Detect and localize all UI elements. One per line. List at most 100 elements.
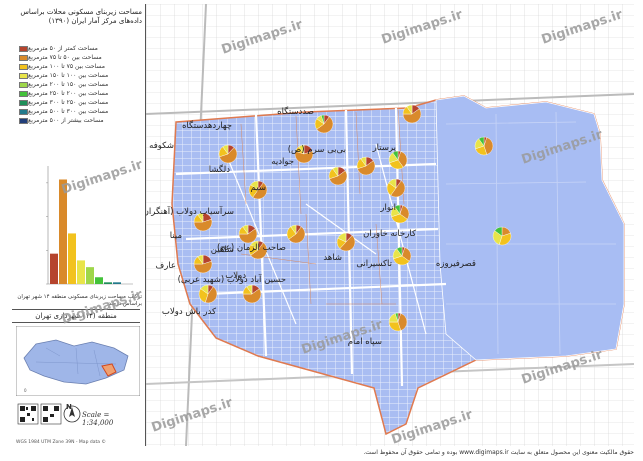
pie-slice	[360, 156, 367, 167]
inset-map: 0	[16, 326, 140, 396]
neighborhood-pie	[193, 254, 213, 274]
neighborhood-label: سیم	[251, 183, 266, 193]
label-layer: صددستگاه چهاردهدستگاه شکوفه دلگشا جوادیه بی‌ب…	[146, 106, 476, 347]
neighborhood-label: مینا	[170, 231, 182, 241]
neighborhood-pie	[386, 178, 406, 198]
neighborhood-label: سپاه امام	[348, 337, 382, 347]
legend-swatch	[19, 45, 28, 52]
pie-slice	[320, 114, 325, 125]
neighborhood-pie	[328, 166, 348, 186]
legend-item: مساحت بین ۲۰۰ تا ۲۵۰ مترمربع	[16, 89, 142, 98]
neighborhood-label: جوادیه	[271, 157, 294, 167]
legend-item: مساحت کمتر از ۵۰ مترمربع	[16, 44, 142, 53]
histogram-caption: ترکیب مساحت زیربنای مسکونی منطقه ۱۴ شهر …	[17, 294, 142, 307]
neighborhood-pie	[390, 204, 410, 224]
neighborhood-pie	[248, 180, 268, 200]
pie-slice	[478, 136, 485, 147]
pie-slice	[200, 284, 209, 295]
pie-slice	[298, 144, 305, 155]
neighborhood-pie	[388, 150, 408, 170]
legend-label: مساحت بین ۵۰ تا ۷۵ مترمربع	[28, 54, 102, 61]
legend-item: مساحت بین ۳۰۰ تا ۵۰۰ مترمربع	[16, 107, 142, 116]
legend-swatch	[19, 72, 28, 79]
legend-swatch	[19, 99, 28, 106]
pie-slice	[402, 108, 422, 124]
legend-swatch	[19, 117, 28, 124]
pie-slice	[392, 150, 399, 161]
pie-slice	[337, 232, 347, 243]
legend-label: مساحت کمتر از ۵۰ مترمربع	[28, 45, 98, 52]
neighborhood-label: شاهد	[323, 253, 342, 263]
pie-slice	[494, 226, 503, 237]
pie-slice	[242, 224, 249, 235]
pie-slice	[197, 212, 204, 223]
neighborhood-label: پرستار	[372, 143, 397, 153]
pie-slice	[394, 204, 401, 215]
neighborhood-pie	[193, 212, 213, 232]
pie-slice	[396, 246, 403, 257]
legend-label: مساحت بین ۱۰۰ تا ۱۵۰ مترمربع	[28, 72, 109, 79]
pie-slice	[316, 116, 334, 134]
neighborhood-pie	[492, 226, 512, 246]
neighborhood-pie	[238, 224, 258, 244]
histogram-bar	[68, 233, 76, 284]
pie-slice	[288, 226, 306, 244]
histogram-bar	[50, 253, 58, 284]
legend-label: مساحت بین ۳۰۰ تا ۵۰۰ مترمربع	[28, 108, 109, 115]
neighborhood-label: حسین آباد دولاب (شهید عربی)	[178, 273, 286, 285]
legend-swatch	[19, 81, 28, 88]
legend-label: مساحت بین ۲۰۰ تا ۲۵۰ مترمربع	[28, 90, 109, 97]
legend-item: مساحت بین ۱۵۰ تا ۲۰۰ مترمربع	[16, 80, 142, 89]
legend-item: مساحت بین ۵۰ تا ۷۵ مترمربع	[16, 53, 142, 62]
legend-swatch	[19, 63, 28, 70]
pie-slice	[219, 147, 238, 164]
neighborhood-pie	[198, 284, 218, 304]
neighborhood-label: قصرفیروزه	[436, 259, 476, 269]
pie-slice	[204, 286, 218, 304]
neighborhood-label: بی‌بی سرم (ص)	[288, 145, 346, 155]
pie-slice	[388, 178, 397, 189]
legend-label: مساحت بین ۷۵ تا ۱۰۰ مترمربع	[28, 63, 105, 70]
legend-label: مساحت بین ۲۵۰ تا ۳۰۰ مترمربع	[28, 99, 109, 106]
scale-box: N Scale = 1:34,000	[16, 402, 140, 440]
histogram-bar	[59, 179, 67, 284]
legend-item: مساحت بیشتر از ۵۰۰ مترمربع	[16, 116, 142, 125]
neighborhood-label: دولاب	[225, 271, 246, 281]
histogram-bar	[95, 277, 103, 284]
legend: مساحت کمتر از ۵۰ مترمربع مساحت بین ۵۰ تا …	[16, 44, 142, 125]
neighborhood-label: صددستگاه	[277, 106, 314, 117]
neighborhood-label: دلگشا	[209, 164, 230, 175]
north-arrow-label: N	[66, 403, 72, 411]
neighborhood-label: چهاردهدستگاه	[182, 120, 232, 131]
pie-slice	[250, 240, 259, 251]
panel-title: مساحت زیربنای مسکونی محلات براساس داده‌ه…	[20, 8, 142, 25]
credit-text: WGS 1984 UTM Zone 39N - Map data ©	[16, 440, 106, 445]
neighborhood-label: عارف	[155, 261, 176, 271]
legend-swatch	[19, 54, 28, 61]
pie-slice	[246, 284, 253, 295]
histogram-bar	[113, 282, 121, 284]
neighborhood-pie	[402, 104, 422, 124]
svg-text:0: 0	[24, 388, 27, 393]
histogram	[46, 166, 133, 285]
neighborhood-label: سرآسیاب دولاب (آهنگران)	[146, 205, 234, 217]
neighborhood-pie	[314, 114, 334, 134]
histogram-bar	[104, 282, 112, 284]
pie-slice	[238, 228, 258, 244]
neighborhood-pie	[392, 246, 412, 266]
legend-item: مساحت بین ۱۰۰ تا ۱۵۰ مترمربع	[16, 71, 142, 80]
histogram-bar	[77, 260, 85, 284]
pie-slice	[339, 235, 356, 252]
pie-slice	[290, 224, 297, 235]
pie-slice	[250, 242, 268, 260]
map-area: صددستگاه چهاردهدستگاه شکوفه دلگشا جوادیه بی‌ب…	[146, 4, 634, 446]
pie-slice	[394, 312, 399, 323]
pie-slice	[242, 288, 262, 304]
neighborhood-pie	[294, 144, 314, 164]
pie-slice	[222, 144, 229, 155]
neighborhood-label: شکوفه	[149, 141, 174, 151]
pie-slice	[252, 182, 268, 200]
pie-slice	[483, 137, 494, 155]
legend-swatch	[19, 90, 28, 97]
pie-slice	[329, 170, 348, 186]
